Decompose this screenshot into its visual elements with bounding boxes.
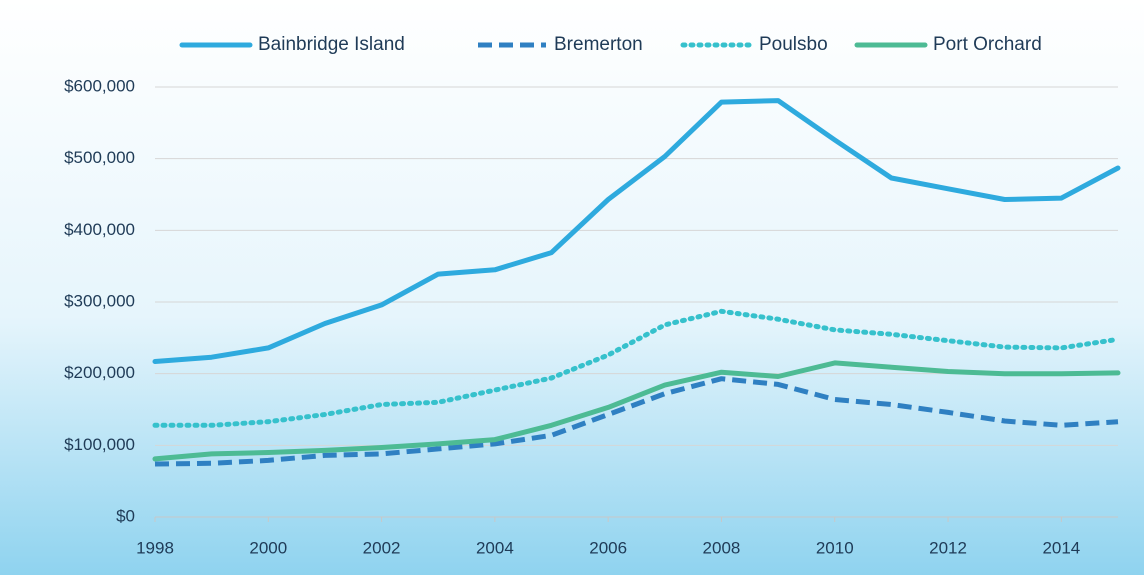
x-tick-label: 2012 [929,538,967,557]
y-tick-label: $500,000 [64,148,135,167]
y-tick-label: $300,000 [64,291,135,310]
legend-label: Poulsbo [759,34,828,55]
legend-label: Bremerton [554,34,643,55]
series-line [152,308,1121,428]
y-tick-label: $200,000 [64,363,135,382]
y-tick-label: $600,000 [64,76,135,95]
legend-label: Port Orchard [933,34,1042,55]
x-tick-label: 2000 [249,538,287,557]
y-tick-label: $100,000 [64,435,135,454]
x-tick-label: 2010 [816,538,854,557]
x-tick-label: 2004 [476,538,514,557]
series-line [154,376,1119,467]
x-tick-label: 1998 [136,538,174,557]
legend-label: Bainbridge Island [258,34,405,55]
y-tick-label: $0 [116,506,135,525]
y-tick-label: $400,000 [64,220,135,239]
series-line [152,360,1121,462]
x-tick-label: 2008 [703,538,741,557]
x-tick-label: 2002 [363,538,401,557]
x-tick-label: 2014 [1042,538,1080,557]
series-line [152,98,1121,364]
x-tick-label: 2006 [589,538,627,557]
